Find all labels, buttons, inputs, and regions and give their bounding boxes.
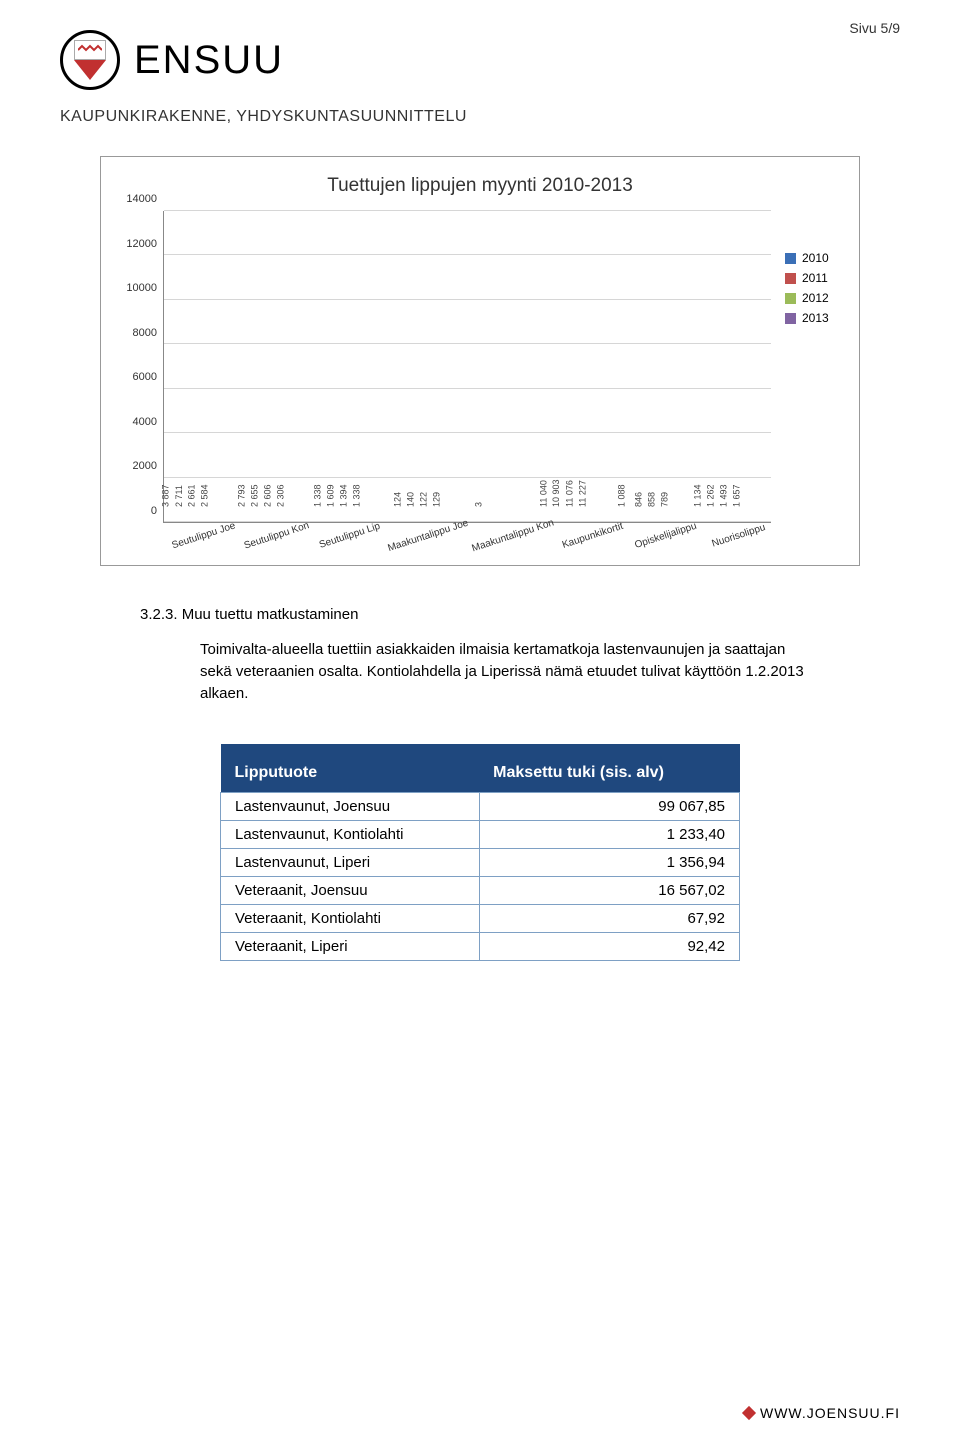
chart-legend-swatch-icon (785, 253, 796, 264)
chart-legend-swatch-icon (785, 313, 796, 324)
chart-y-tick: 2000 (133, 460, 157, 472)
table-header-product: Lipputuote (221, 758, 480, 793)
chart-y-tick: 8000 (133, 327, 157, 339)
chart-plot: 02000400060008000100001200014000 3 8872 … (119, 211, 771, 551)
chart-card: Tuettujen lippujen myynti 2010-2013 0 200… (100, 156, 860, 566)
table-cell-amount: 1 356,94 (479, 849, 739, 877)
table-cell-amount: 92,42 (479, 933, 739, 961)
benefits-table: Lipputuote Maksettu tuki (sis. alv) Last… (220, 744, 740, 961)
page-number: Sivu 5/9 (849, 20, 900, 36)
chart-bar-value: 10 903 (551, 479, 561, 507)
chart-plot-area: 3 887 2 7112 6612 584 2 7932 6552 6062 306… (163, 211, 771, 523)
chart-bar-value: 3 (473, 502, 483, 507)
chart-legend-label: 2010 (802, 251, 829, 265)
chart-bar-value: 2 584 (200, 484, 210, 507)
chart-bar-value: 3 887 (161, 484, 171, 507)
chart-bar-value: 1 657 (731, 484, 741, 507)
table-cell-product: Lastenvaunut, Kontiolahti (221, 821, 480, 849)
chart-x-axis: Seutulippu JoeSeutulippu KonSeutulippu L… (163, 523, 771, 551)
subsection-heading: 3.2.3. Muu tuettu matkustaminen (140, 606, 820, 623)
footer-url: WWW.JOENSUU.FI (760, 1405, 900, 1421)
chart-x-label: Seutulippu Lip (313, 519, 391, 568)
table-row: Veteraanit, Kontiolahti67,92 (221, 905, 740, 933)
chart-bar-value: 1 609 (326, 484, 336, 507)
subsection-paragraph: Toimivalta-alueella tuettiin asiakkaiden… (200, 639, 820, 704)
chart-legend-item: 2010 (785, 251, 841, 265)
chart-y-tick: 0 (151, 505, 157, 517)
chart-bar-value: 1 088 (616, 484, 626, 507)
chart-y-axis: 02000400060008000100001200014000 (119, 211, 163, 523)
chart-x-label: Maakuntalippu Joe (387, 518, 475, 571)
chart-x-label: Nuorisolippu (702, 519, 780, 568)
chart-bar-value: 789 (659, 492, 669, 507)
chart-bar-value: 2 661 (187, 484, 197, 507)
table-cell-product: Veteraanit, Joensuu (221, 877, 480, 905)
chart-x-label: Opiskelijalippu (629, 519, 707, 568)
chart-legend-item: 2012 (785, 291, 841, 305)
chart-y-tick: 4000 (133, 416, 157, 428)
section-heading: KAUPUNKIRAKENNE, YHDYSKUNTASUUNNITTELU (60, 108, 900, 126)
document-page: Sivu 5/9 ENSUU KAUPUNKIRAKENNE, YHDYSKUN… (0, 0, 960, 1451)
footer-brand: WWW.JOENSUU.FI (744, 1405, 900, 1421)
chart-bar-value: 1 262 (705, 484, 715, 507)
chart-x-label: Maakuntalippu Kon (471, 517, 561, 570)
table-cell-product: Veteraanit, Liperi (221, 933, 480, 961)
table-cell-product: Lastenvaunut, Joensuu (221, 793, 480, 821)
chart-y-tick: 6000 (133, 371, 157, 383)
chart-bar-value: 140 (406, 492, 416, 507)
chart-bar-value: 2 606 (263, 484, 273, 507)
chart-x-label: Kaupunkikortit (556, 519, 634, 568)
subsection: 3.2.3. Muu tuettu matkustaminen Toimival… (140, 606, 820, 704)
table-header-amount: Maksettu tuki (sis. alv) (479, 758, 739, 793)
table-row: Veteraanit, Liperi92,42 (221, 933, 740, 961)
table-row: Veteraanit, Joensuu16 567,02 (221, 877, 740, 905)
table-cell-amount: 1 233,40 (479, 821, 739, 849)
chart-bar-value: 1 338 (352, 484, 362, 507)
chart-bar-value: 122 (419, 492, 429, 507)
chart-legend-label: 2013 (802, 311, 829, 325)
chart-legend-swatch-icon (785, 273, 796, 284)
chart-bar-value: 124 (393, 492, 403, 507)
chart-bar-value: 1 493 (718, 484, 728, 507)
chart-bar-value: 2 655 (250, 484, 260, 507)
chart-legend: 2010 2011 2012 2013 (771, 211, 841, 551)
chart-y-tick: 12000 (126, 238, 157, 250)
chart-legend-label: 2011 (802, 271, 828, 285)
chart-legend-label: 2012 (802, 291, 829, 305)
table-row: Lastenvaunut, Kontiolahti1 233,40 (221, 821, 740, 849)
logo: ENSUU (60, 30, 900, 90)
logo-text: ENSUU (134, 38, 284, 83)
chart-legend-item: 2013 (785, 311, 841, 325)
chart-bar-value: 2 306 (276, 484, 286, 507)
chart-legend-item: 2011 (785, 271, 841, 285)
table-cell-amount: 99 067,85 (479, 793, 739, 821)
chart-bar-value: 129 (432, 492, 442, 507)
chart-x-label: Seutulippu Kon (240, 519, 318, 568)
chart-bar-value: 1 338 (313, 484, 323, 507)
chart-legend-swatch-icon (785, 293, 796, 304)
table-row: Lastenvaunut, Joensuu99 067,85 (221, 793, 740, 821)
chart-bar-value: 11 076 (564, 480, 574, 507)
chart-bar-value: 846 (633, 492, 643, 507)
chart-bar-value: 11 040 (538, 480, 548, 507)
chart-y-tick: 10000 (126, 282, 157, 294)
chart-bar-value: 2 793 (237, 484, 247, 507)
chart-bar-value: 1 134 (692, 484, 702, 507)
table-cell-product: Lastenvaunut, Liperi (221, 849, 480, 877)
logo-mark-icon (60, 30, 120, 90)
chart-bar-value: 11 227 (577, 480, 587, 507)
chart-title: Tuettujen lippujen myynti 2010-2013 (119, 175, 841, 197)
table-cell-amount: 67,92 (479, 905, 739, 933)
chart-y-tick: 14000 (126, 193, 157, 205)
chart-bar-value: 858 (646, 492, 656, 507)
chart-bar-value: 1 394 (339, 484, 349, 507)
chart-bar-value: 2 711 (175, 485, 185, 507)
table-row: Lastenvaunut, Liperi1 356,94 (221, 849, 740, 877)
shield-icon (74, 40, 106, 80)
table-cell-amount: 16 567,02 (479, 877, 739, 905)
chart-x-label: Seutulippu Joe (167, 519, 245, 568)
table-cell-product: Veteraanit, Kontiolahti (221, 905, 480, 933)
footer-bullet-icon (742, 1406, 756, 1420)
